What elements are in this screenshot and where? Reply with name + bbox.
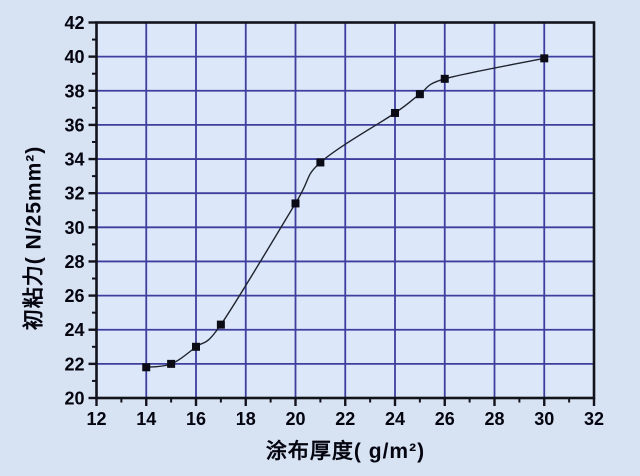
x-tick-label: 24 xyxy=(385,409,405,429)
y-axis-title: 初粘力( N/25mm²) xyxy=(22,145,45,331)
data-point-marker xyxy=(391,108,399,117)
data-point-marker xyxy=(216,320,225,329)
x-tick-label: 30 xyxy=(534,409,554,429)
data-point-marker xyxy=(415,90,424,99)
x-tick-label: 12 xyxy=(86,409,106,429)
x-tick-label: 18 xyxy=(236,409,256,429)
y-tick-label: 42 xyxy=(64,13,84,33)
x-tick-label: 26 xyxy=(435,409,455,429)
y-tick-label: 30 xyxy=(64,218,84,238)
y-tick-label: 26 xyxy=(64,286,84,306)
grid-lines xyxy=(96,22,594,398)
tick-labels: 12 14 16 18 20 22 24 26 28 30 32 20 22 24 26 28 30 32 34 36… xyxy=(64,13,604,429)
x-tick-label: 16 xyxy=(186,409,206,429)
y-tick-label: 34 xyxy=(64,150,84,170)
y-tick-label: 28 xyxy=(64,252,84,272)
data-point-marker xyxy=(142,363,151,372)
x-axis-title: 涂布厚度( g/m²) xyxy=(265,440,426,463)
data-point-marker xyxy=(291,199,300,208)
y-tick-label: 20 xyxy=(64,389,84,409)
x-tick-label: 14 xyxy=(136,409,156,429)
x-tick-label: 22 xyxy=(335,409,355,429)
series-line xyxy=(146,57,545,368)
y-tick-label: 38 xyxy=(64,81,84,101)
y-tick-label: 24 xyxy=(64,320,84,340)
plot-frame xyxy=(95,21,596,400)
x-tick-label: 32 xyxy=(584,409,604,429)
y-tick-label: 40 xyxy=(64,47,84,67)
data-point-marker xyxy=(167,359,176,368)
data-point-marker xyxy=(440,74,449,83)
data-point-marker xyxy=(316,158,325,167)
data-point-marker xyxy=(540,54,549,63)
data-points xyxy=(142,54,549,372)
y-tick-label: 22 xyxy=(64,354,84,374)
data-point-marker xyxy=(192,342,200,351)
x-tick-label: 20 xyxy=(285,409,305,429)
x-tick-label: 28 xyxy=(484,409,504,429)
y-tick-label: 32 xyxy=(64,184,84,204)
y-axis-title-wrap: 初粘力( N/25mm²) xyxy=(6,0,58,476)
y-tick-label: 36 xyxy=(64,115,84,135)
